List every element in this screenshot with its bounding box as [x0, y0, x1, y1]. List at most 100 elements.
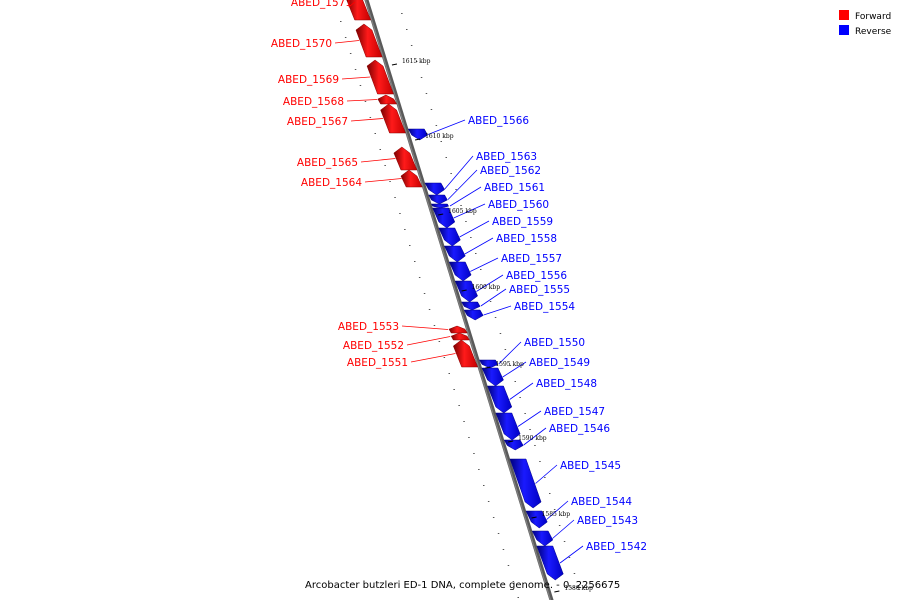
scale-tick	[508, 440, 514, 443]
gene-label-abed-1556[interactable]: ABED_1556	[506, 270, 567, 282]
gene-label-abed-1557[interactable]: ABED_1557	[501, 253, 562, 265]
gene-label-abed-1571[interactable]: ABED_1571	[291, 0, 352, 9]
minor-tick	[445, 157, 447, 158]
gene-label-abed-1549[interactable]: ABED_1549	[529, 357, 590, 369]
gene-label-abed-1569[interactable]: ABED_1569	[278, 74, 339, 86]
gene-label-abed-1564[interactable]: ABED_1564	[301, 177, 362, 189]
gene-leader-line	[346, 99, 378, 102]
gene-leader-line	[360, 158, 396, 163]
gene-label-abed-1543[interactable]: ABED_1543	[577, 515, 638, 527]
gene-leader-line	[364, 178, 402, 183]
gene-leader-line	[447, 169, 478, 200]
gene-block-abed-1555[interactable]	[461, 301, 481, 311]
gene-label-abed-1550[interactable]: ABED_1550	[524, 337, 585, 349]
gene-leader-line	[348, 1, 356, 8]
gene-block-abed-1550[interactable]	[479, 359, 499, 369]
scale-tick	[414, 138, 421, 141]
gene-leader-line	[498, 341, 522, 365]
gene-leader-line	[546, 500, 569, 520]
gene-block-abed-1559[interactable]	[438, 227, 461, 247]
minor-tick	[463, 421, 465, 422]
gene-label-abed-1552[interactable]: ABED_1552	[343, 340, 404, 352]
gene-block-abed-1561[interactable]	[430, 203, 450, 209]
dna-backbone	[364, 0, 554, 600]
gene-block-abed-1543[interactable]	[531, 530, 554, 547]
scale-tick	[461, 289, 467, 292]
gene-block-abed-1567[interactable]	[380, 103, 406, 134]
gene-label-abed-1568[interactable]: ABED_1568	[283, 96, 344, 108]
gene-block-abed-1551[interactable]	[453, 339, 479, 368]
gene-block-abed-1564[interactable]	[400, 169, 423, 188]
gene-label-abed-1548[interactable]: ABED_1548	[536, 378, 597, 390]
gene-label-abed-1558[interactable]: ABED_1558	[496, 233, 557, 245]
minor-tick	[509, 365, 512, 366]
gene-leader-line	[552, 519, 575, 539]
legend: Forward Reverse	[839, 10, 892, 37]
gene-block-abed-1565[interactable]	[393, 146, 418, 171]
gene-label-abed-1565[interactable]: ABED_1565	[297, 157, 358, 169]
gene-leader-line	[459, 220, 490, 238]
minor-tick	[453, 389, 455, 390]
gene-label-abed-1542[interactable]: ABED_1542	[586, 541, 647, 553]
gene-block-abed-1562[interactable]	[428, 194, 448, 205]
gene-block-abed-1547[interactable]	[495, 412, 521, 441]
gene-label-abed-1561[interactable]: ABED_1561	[484, 182, 545, 194]
minor-tick	[497, 533, 500, 534]
gene-block-abed-1563[interactable]	[424, 182, 445, 196]
gene-block-abed-1553[interactable]	[448, 325, 468, 334]
gene-leader-line	[341, 76, 371, 80]
gene-leader-line	[464, 237, 494, 255]
gene-block-abed-1569[interactable]	[366, 59, 394, 95]
gene-block-abed-1545[interactable]	[509, 458, 542, 509]
gene-block-abed-1549[interactable]	[481, 367, 504, 387]
gene-leader-line	[483, 305, 512, 316]
gene-label-abed-1553[interactable]: ABED_1553	[338, 321, 399, 333]
scale-label: 1610 kbp	[425, 133, 454, 140]
minor-tick	[512, 581, 515, 582]
gene-block-abed-1548[interactable]	[487, 385, 513, 414]
minor-tick	[409, 245, 411, 246]
gene-block-abed-1560[interactable]	[432, 207, 456, 229]
minor-tick	[568, 557, 571, 558]
gene-block-abed-1552[interactable]	[450, 332, 470, 341]
gene-block-abed-1544[interactable]	[525, 510, 548, 529]
gene-block-abed-1542[interactable]	[536, 545, 564, 581]
scale-tick	[531, 516, 537, 519]
gene-label-abed-1545[interactable]: ABED_1545	[560, 460, 621, 472]
gene-label-abed-1554[interactable]: ABED_1554	[514, 301, 575, 313]
gene-label-abed-1547[interactable]: ABED_1547	[544, 406, 605, 418]
gene-block-abed-1571[interactable]	[346, 0, 372, 21]
gene-label-abed-1560[interactable]: ABED_1560	[488, 199, 549, 211]
gene-label-abed-1562[interactable]: ABED_1562	[480, 165, 541, 177]
gene-label-abed-1551[interactable]: ABED_1551	[347, 357, 408, 369]
gene-block-abed-1546[interactable]	[503, 439, 524, 451]
gene-label-abed-1563[interactable]: ABED_1563	[476, 151, 537, 163]
gene-label-abed-1555[interactable]: ABED_1555	[509, 284, 570, 296]
gene-leader-line	[480, 288, 507, 307]
minor-tick	[414, 261, 416, 262]
gene-leader-line	[559, 545, 584, 564]
gene-label-abed-1566[interactable]: ABED_1566	[468, 115, 529, 127]
dotted-ticks	[335, 5, 581, 598]
minor-tick	[487, 501, 490, 502]
gene-label-abed-1567[interactable]: ABED_1567	[287, 116, 348, 128]
gene-block-abed-1557[interactable]	[448, 261, 472, 282]
minor-tick	[517, 597, 519, 598]
gene-label-abed-1546[interactable]: ABED_1546	[549, 423, 610, 435]
gene-block-abed-1568[interactable]	[377, 94, 398, 105]
gene-block-abed-1566[interactable]	[407, 128, 429, 141]
minor-tick	[460, 205, 462, 206]
minor-tick	[475, 253, 477, 254]
gene-block-abed-1556[interactable]	[454, 280, 478, 303]
minor-tick	[410, 45, 413, 46]
gene-label-abed-1570[interactable]: ABED_1570	[271, 38, 332, 50]
gene-block-abed-1570[interactable]	[355, 23, 383, 58]
gene-block-abed-1554[interactable]	[463, 309, 484, 321]
minor-tick	[364, 101, 367, 102]
minor-tick	[401, 13, 403, 14]
gene-label-abed-1544[interactable]: ABED_1544	[571, 496, 632, 508]
gene-block-abed-1558[interactable]	[443, 245, 466, 263]
legend-label-reverse: Reverse	[855, 27, 892, 37]
gene-label-abed-1559[interactable]: ABED_1559	[492, 216, 553, 228]
genome-caption: Arcobacter butzleri ED-1 DNA, complete g…	[305, 580, 620, 591]
